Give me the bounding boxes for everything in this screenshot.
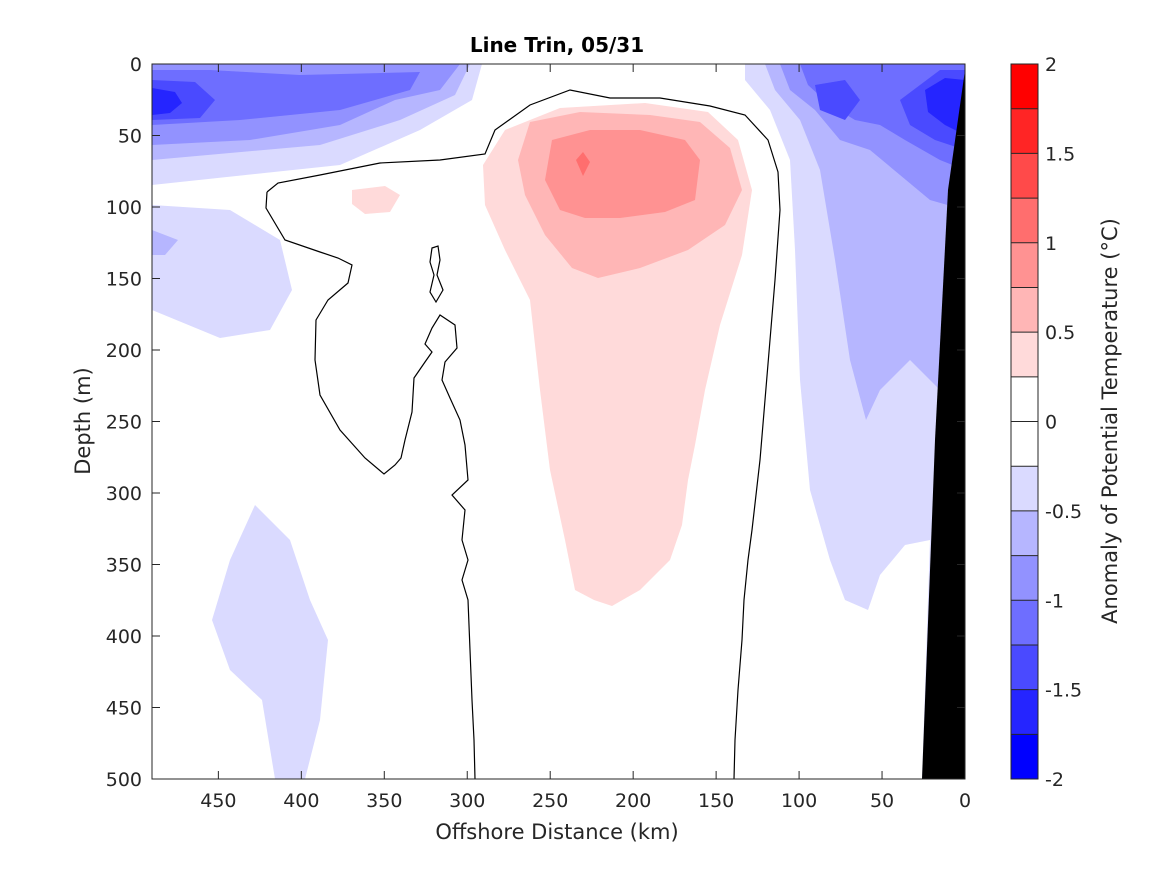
y-tick-label: 300: [106, 483, 142, 505]
chart-title: Line Trin, 05/31: [470, 33, 644, 57]
colorbar-swatch: [1011, 510, 1038, 556]
colorbar-tick-label: 0: [1045, 412, 1057, 434]
colorbar-tick-label: -1.5: [1045, 680, 1082, 702]
contour-band-pos1: [352, 186, 400, 214]
x-tick-label: 150: [698, 790, 734, 812]
x-tick-label: 200: [615, 790, 651, 812]
contour-band-pos4: [576, 152, 590, 176]
colorbar-swatch: [1011, 689, 1038, 735]
y-tick-label: 50: [118, 126, 142, 148]
contour-band-neg6: [925, 78, 965, 135]
colorbar-swatch: [1011, 376, 1038, 422]
zero-contour-inner-patch: [429, 245, 444, 304]
bathymetry-seafloor: [922, 70, 965, 779]
y-axis: 0 50 100 150 200 250 300 350 400 450 500: [106, 54, 965, 791]
colorbar-swatch: [1011, 287, 1038, 333]
colorbar-frame: [1010, 63, 1039, 780]
colorbar-swatch: [1011, 332, 1038, 377]
plot-area: [151, 63, 966, 780]
y-tick-label: 150: [106, 269, 142, 291]
zero-contour-main: [266, 89, 781, 779]
colorbar-tick-label: 1.5: [1045, 143, 1075, 165]
y-tick-label: 500: [106, 769, 142, 791]
colorbar-tick-label: -0.5: [1045, 501, 1082, 523]
colorbar-tick-label: 2: [1045, 54, 1057, 76]
x-tick-label: 100: [781, 790, 817, 812]
colorbar-tick-label: 0.5: [1045, 322, 1075, 344]
colorbar-swatch: [1011, 421, 1038, 467]
contour-band-neg2: [152, 230, 178, 255]
y-tick-label: 350: [106, 555, 142, 577]
contour-band-neg4: [152, 70, 420, 125]
colorbar-tick-label: 1: [1045, 233, 1057, 255]
colorbar-swatch: [1011, 153, 1038, 199]
colorbar-tick-label: -1: [1045, 590, 1064, 612]
x-axis-label: Offshore Distance (km): [435, 820, 678, 844]
x-tick-label: 350: [366, 790, 402, 812]
colorbar-swatch: [1011, 242, 1038, 288]
y-tick-label: 200: [106, 340, 142, 362]
colorbar: 2 1.5 1 0.5 0 -0.5 -1 -1.5 -2: [1010, 54, 1082, 791]
y-tick-label: 450: [106, 698, 142, 720]
colorbar-tick-label: -2: [1045, 769, 1064, 791]
x-tick-label: 400: [283, 790, 319, 812]
colorbar-swatch: [1011, 466, 1038, 511]
x-tick-label: 50: [870, 790, 894, 812]
contour-band-neg6: [152, 88, 182, 115]
y-tick-label: 0: [130, 54, 142, 76]
colorbar-swatch: [1011, 198, 1038, 243]
colorbar-label: Anomaly of Potential Temperature (°C): [1098, 218, 1122, 624]
y-axis-label: Depth (m): [71, 367, 95, 474]
y-tick-label: 100: [106, 197, 142, 219]
colorbar-swatch: [1011, 108, 1038, 154]
x-tick-label: 300: [449, 790, 485, 812]
x-tick-label: 0: [959, 790, 971, 812]
y-tick-label: 400: [106, 626, 142, 648]
zero-contour-lines: [265, 89, 781, 779]
zero-contour-west-lobe: [265, 191, 476, 779]
x-axis: 450 400 350 300 250 200 150 100 50 0: [200, 64, 971, 812]
contour-band-neg1: [212, 505, 328, 779]
colorbar-swatch: [1011, 644, 1038, 690]
colorbar-swatch: [1011, 555, 1038, 601]
y-tick-label: 250: [106, 412, 142, 434]
contour-fills: [152, 64, 965, 779]
x-tick-label: 250: [532, 790, 568, 812]
contour-band-pos3: [545, 130, 700, 218]
contour-band-neg1: [152, 205, 292, 338]
contour-band-neg5: [815, 80, 860, 120]
colorbar-swatch: [1011, 600, 1038, 645]
colorbar-swatch: [1011, 734, 1038, 779]
colorbar-swatch: [1011, 64, 1038, 109]
x-tick-label: 450: [200, 790, 236, 812]
